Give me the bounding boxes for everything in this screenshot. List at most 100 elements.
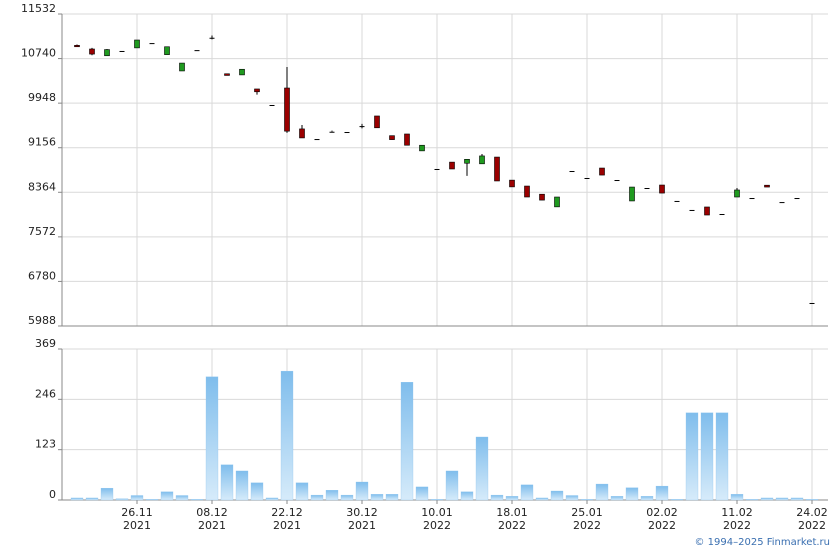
candle-body	[89, 48, 95, 55]
x-tick-label: 10.01	[421, 506, 453, 519]
volume-bar	[355, 481, 369, 501]
volume-bar	[760, 497, 774, 501]
volume-bar	[445, 470, 459, 501]
volume-bar	[535, 497, 549, 501]
volume-bar	[295, 482, 309, 501]
volume-bar	[325, 490, 339, 501]
candle-body	[179, 62, 185, 72]
volume-bar	[100, 487, 114, 501]
candle-body	[554, 196, 560, 208]
candle-body	[629, 186, 635, 202]
x-tick-label: 11.02	[721, 506, 753, 519]
candle-body	[284, 87, 290, 132]
candle-body	[539, 193, 545, 201]
candle-body	[164, 46, 170, 55]
volume-bar	[70, 497, 84, 501]
volume-bar	[730, 494, 744, 501]
candle-body	[719, 214, 725, 216]
volume-bar	[175, 495, 189, 501]
candle-body	[479, 155, 485, 165]
volume-bar	[385, 494, 399, 501]
candle-body	[74, 45, 80, 48]
volume-bar	[115, 498, 129, 501]
x-tick-year: 2021	[273, 519, 301, 532]
volume-bar	[775, 497, 789, 501]
volume-bar	[280, 370, 294, 501]
x-tick-year: 2021	[198, 519, 226, 532]
x-tick-label: 26.11	[121, 506, 153, 519]
candle-body	[404, 133, 410, 146]
y-tick-label: 369	[35, 337, 56, 350]
x-tick-label: 08.12	[196, 506, 228, 519]
volume-bar	[580, 499, 594, 501]
x-tick-label: 24.02	[796, 506, 828, 519]
candle-body	[569, 171, 575, 173]
candle-body	[389, 135, 395, 140]
y-tick-label: 0	[49, 488, 56, 501]
volume-bar	[160, 491, 174, 501]
volume-bar	[625, 487, 639, 501]
volume-bar	[610, 496, 624, 501]
candle-body	[584, 177, 590, 179]
volume-bar	[190, 499, 204, 501]
candle-body	[104, 49, 110, 57]
volume-bar	[235, 470, 249, 501]
x-tick-label: 02.02	[646, 506, 678, 519]
volume-bar	[655, 485, 669, 501]
volume-bar	[310, 494, 324, 501]
volume-bar	[340, 494, 354, 501]
candle-body	[209, 37, 215, 39]
x-tick-year: 2022	[798, 519, 826, 532]
candle-body	[239, 68, 245, 76]
candle-body	[689, 209, 695, 211]
x-tick-label: 22.12	[271, 506, 303, 519]
candle-body	[299, 128, 305, 139]
candle-body	[749, 198, 755, 200]
y-tick-label: 7572	[28, 225, 56, 238]
x-tick-year: 2022	[723, 519, 751, 532]
volume-bar	[700, 412, 714, 501]
volume-bar	[400, 381, 414, 501]
y-tick-label: 8364	[28, 180, 56, 193]
x-tick-year: 2022	[573, 519, 601, 532]
y-tick-label: 123	[35, 438, 56, 451]
x-tick-year: 2021	[123, 519, 151, 532]
candle-body	[149, 43, 155, 45]
candle-body	[449, 161, 455, 170]
y-tick-label: 11532	[21, 2, 56, 15]
volume-bar	[790, 497, 804, 501]
volume-bar	[205, 376, 219, 501]
x-tick-year: 2022	[648, 519, 676, 532]
candle-body	[764, 184, 770, 188]
volume-bar	[670, 499, 684, 501]
candle-body	[314, 139, 320, 141]
candle-body	[794, 198, 800, 200]
candle-body	[254, 88, 260, 93]
volume-bar	[250, 482, 264, 501]
volume-bar	[430, 499, 444, 501]
volume-bar	[130, 495, 144, 501]
candle-body	[524, 185, 530, 198]
volume-bar	[715, 412, 729, 501]
y-tick-label: 10740	[21, 47, 56, 60]
volume-bar	[85, 497, 99, 501]
volume-bar	[565, 495, 579, 501]
volume-bar	[595, 483, 609, 501]
volume-bar	[265, 497, 279, 501]
volume-bar	[415, 486, 429, 501]
x-tick-year: 2022	[498, 519, 526, 532]
x-tick-year: 2022	[423, 519, 451, 532]
volume-bar	[220, 464, 234, 501]
candle-body	[269, 105, 275, 106]
candle-body	[494, 156, 500, 182]
candle-body	[674, 200, 680, 202]
candle-body	[434, 168, 440, 170]
volume-bar	[745, 499, 759, 501]
candle-body	[329, 131, 335, 133]
y-tick-label: 6780	[28, 269, 56, 282]
x-tick-label: 18.01	[496, 506, 528, 519]
volume-bar	[145, 499, 159, 501]
y-tick-label: 246	[35, 387, 56, 400]
candle-body	[614, 180, 620, 182]
volume-bar	[550, 490, 564, 501]
